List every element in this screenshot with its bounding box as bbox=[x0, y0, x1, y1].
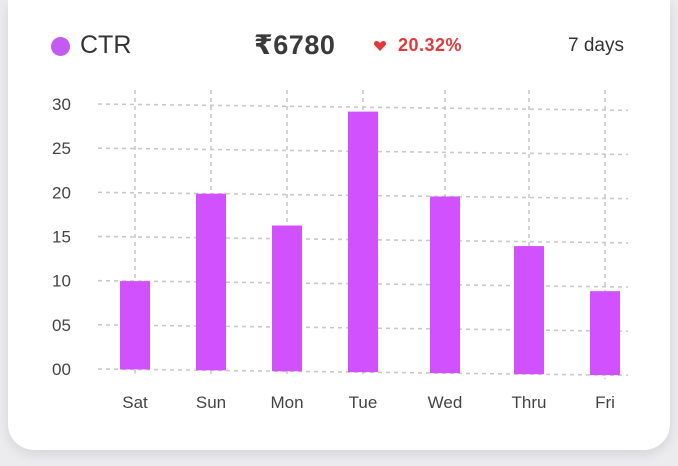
bar-fri[interactable] bbox=[590, 291, 620, 376]
x-tick-label: Sat bbox=[122, 393, 148, 412]
change-percentage: 20.32% bbox=[398, 35, 463, 55]
x-tick-label: Fri bbox=[595, 393, 615, 412]
heart-down-icon bbox=[373, 41, 387, 51]
period-selector[interactable]: 7 days bbox=[568, 35, 624, 56]
bar-sun[interactable] bbox=[196, 193, 226, 371]
bar-chart: 00 05 10 15 20 25 30 Sat Sun Mon Tue Wed Thru Fri bbox=[52, 90, 629, 412]
x-tick-label: Thru bbox=[512, 393, 547, 412]
y-tick-label: 10 bbox=[52, 272, 71, 291]
x-tick-label: Wed bbox=[428, 393, 463, 412]
x-tick-label: Tue bbox=[349, 393, 378, 412]
legend-dot-icon bbox=[51, 37, 70, 56]
legend-label: CTR bbox=[80, 31, 132, 59]
bar-mon[interactable] bbox=[272, 225, 302, 372]
bar-thru[interactable] bbox=[514, 246, 544, 375]
bar-wed[interactable] bbox=[430, 196, 460, 374]
y-tick-label: 00 bbox=[52, 360, 71, 379]
x-tick-label: Sun bbox=[196, 393, 226, 412]
y-tick-label: 15 bbox=[52, 228, 71, 247]
y-tick-label: 25 bbox=[52, 139, 71, 158]
bar-sat[interactable] bbox=[120, 281, 150, 370]
chart-header: CTR ₹6780 20.32% 7 days bbox=[8, 0, 670, 90]
chart-card: CTR ₹6780 20.32% 7 days 00 05 10 15 20 25 30 Sa… bbox=[8, 0, 670, 450]
amount-value: ₹6780 bbox=[254, 30, 336, 60]
x-tick-label: Mon bbox=[270, 393, 303, 412]
y-tick-label: 30 bbox=[52, 95, 71, 114]
y-tick-label: 05 bbox=[52, 316, 71, 335]
y-tick-label: 20 bbox=[52, 183, 71, 202]
bar-tue[interactable] bbox=[348, 111, 378, 373]
